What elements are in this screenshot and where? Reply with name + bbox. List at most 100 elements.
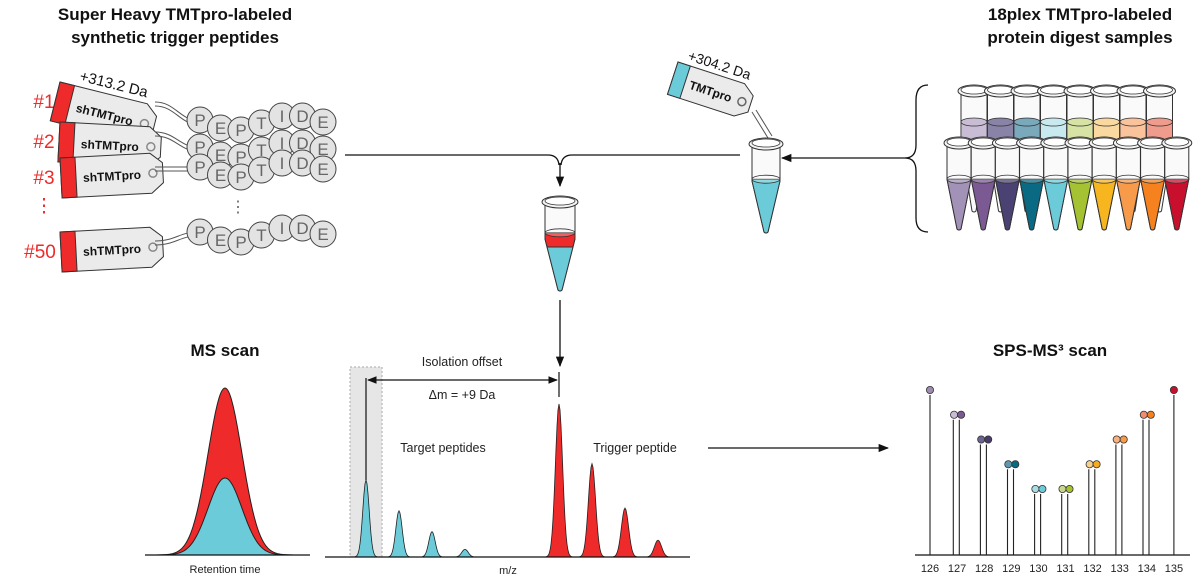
amino-acid-letter: P <box>235 121 246 140</box>
tube-opening <box>1116 137 1141 147</box>
tube-liquid-bottom <box>546 246 574 292</box>
reporter-channel-134: 134 <box>1138 410 1156 575</box>
reporter-channel-dot <box>1004 460 1013 469</box>
tube-liquid <box>946 178 972 231</box>
tube-opening <box>1067 137 1093 147</box>
tube-opening <box>960 85 988 95</box>
amino-acid-letter: P <box>194 138 205 157</box>
tube-opening <box>1093 85 1120 95</box>
liquid-surface <box>995 174 1020 184</box>
liquid-surface <box>987 117 1014 127</box>
channel-label: 133 <box>1111 563 1129 575</box>
reporter-channel-dot <box>1092 460 1101 469</box>
tube-liquid <box>1043 178 1069 231</box>
isolation-offset-label: Isolation offset <box>422 355 503 369</box>
channel-label: 131 <box>1056 563 1074 575</box>
trigger-peak <box>644 539 672 558</box>
tube-opening <box>1146 85 1173 95</box>
ellipsis: ⋮ <box>230 199 246 216</box>
liquid-surface <box>970 174 996 184</box>
peptide-chains: P E P T I D EP E P T I D EP E P T I D EP E P T I D E⋮ <box>154 101 337 256</box>
amino-acid-bead <box>309 220 337 248</box>
tag-hole-icon <box>737 96 747 107</box>
reporter-channel-135: 135 <box>1165 385 1183 575</box>
tag-hole-icon <box>146 142 156 152</box>
reporter-channel-dot <box>1112 435 1121 444</box>
liquid-surface <box>1140 174 1165 184</box>
tmtpro-tag-body: TMTpro+304.2 Da <box>666 47 754 117</box>
target-elution-peak <box>146 477 304 556</box>
reporter-channel-dot <box>1139 410 1148 419</box>
amino-acid-letter: P <box>194 223 205 242</box>
tube-opening <box>987 85 1014 95</box>
tube-liquid <box>1018 178 1045 231</box>
sps-ms3-title: SPS-MS³ scan <box>993 341 1107 360</box>
amino-acid-letter: T <box>256 226 266 245</box>
mixed-sample-tube <box>541 195 579 292</box>
sample-tube-front <box>1064 136 1096 231</box>
tube-opening <box>970 137 996 147</box>
amino-acid-bead <box>309 108 337 136</box>
trigger-elution-peak <box>146 387 304 556</box>
liquid-surface <box>1146 117 1173 127</box>
liquid-surface <box>1093 117 1120 127</box>
amino-acid-letter: I <box>280 107 285 126</box>
amino-acid-letter: P <box>194 158 205 177</box>
tag-string <box>751 109 773 139</box>
sample-tube-front <box>1088 136 1120 231</box>
target-peak <box>419 530 445 558</box>
liquid-surface <box>1013 117 1041 127</box>
reporter-ion-spectrum: 126 127 128 129 130 131 132 133 134 135 <box>915 385 1190 575</box>
reporter-channel-129: 129 <box>1002 460 1020 575</box>
tag-color-band <box>59 230 78 273</box>
liquid-surface <box>1119 117 1147 127</box>
labeled-sample-tube <box>748 137 784 234</box>
amino-acid-letter: P <box>235 148 246 167</box>
amino-acid-letter: T <box>256 161 266 180</box>
shtmtpro-tag: shTMTpro <box>59 226 164 273</box>
right-title-line-2: protein digest samples <box>987 28 1172 47</box>
sample-tube-front <box>1112 136 1144 231</box>
tube-opening <box>1043 137 1069 147</box>
tube-opening <box>1066 85 1094 95</box>
tube-liquid <box>751 178 781 234</box>
tag-text: shTMTpro <box>83 242 142 259</box>
combine-line-right <box>560 154 740 166</box>
reporter-channel-132: 132 <box>1083 460 1102 575</box>
tube-opening <box>1019 137 1044 147</box>
tube-liquid <box>1115 178 1142 231</box>
amino-acid-letter: T <box>256 114 266 133</box>
amino-acid-letter: I <box>280 219 285 238</box>
tube-opening <box>544 196 576 206</box>
liquid-surface <box>1066 117 1094 127</box>
trigger-peak <box>611 507 639 558</box>
tube-liquid <box>970 178 996 231</box>
tag-color-band <box>666 61 691 99</box>
tag-color-band <box>59 156 78 199</box>
amino-acid-letter: P <box>235 233 246 252</box>
reporter-channel-dot <box>984 435 993 444</box>
amino-acid-letter: I <box>280 154 285 173</box>
combine-line-left <box>345 154 560 166</box>
mz-xlabel: m/z <box>499 565 517 577</box>
sample-tube-front <box>1161 136 1193 231</box>
reporter-channel-dot <box>1169 385 1178 394</box>
tube-opening <box>946 137 972 147</box>
reporter-channel-133: 133 <box>1111 435 1129 575</box>
liquid-surface <box>544 228 576 238</box>
amino-acid-letter: I <box>280 134 285 153</box>
amino-acid-letter: E <box>317 160 328 179</box>
reporter-channel-dot <box>1065 484 1074 493</box>
reporter-channel-dot <box>950 410 959 419</box>
tube-opening <box>1040 85 1067 95</box>
amino-acid-letter: T <box>256 141 266 160</box>
reporter-channel-dot <box>1011 460 1020 469</box>
trigger-peptide-label: Trigger peptide <box>593 441 677 455</box>
liquid-surface <box>946 174 972 184</box>
tag-color-band <box>57 121 76 164</box>
reporter-channel-130: 130 <box>1029 484 1048 575</box>
liquid-surface <box>751 174 781 184</box>
reporter-channel-131: 131 <box>1056 484 1075 575</box>
